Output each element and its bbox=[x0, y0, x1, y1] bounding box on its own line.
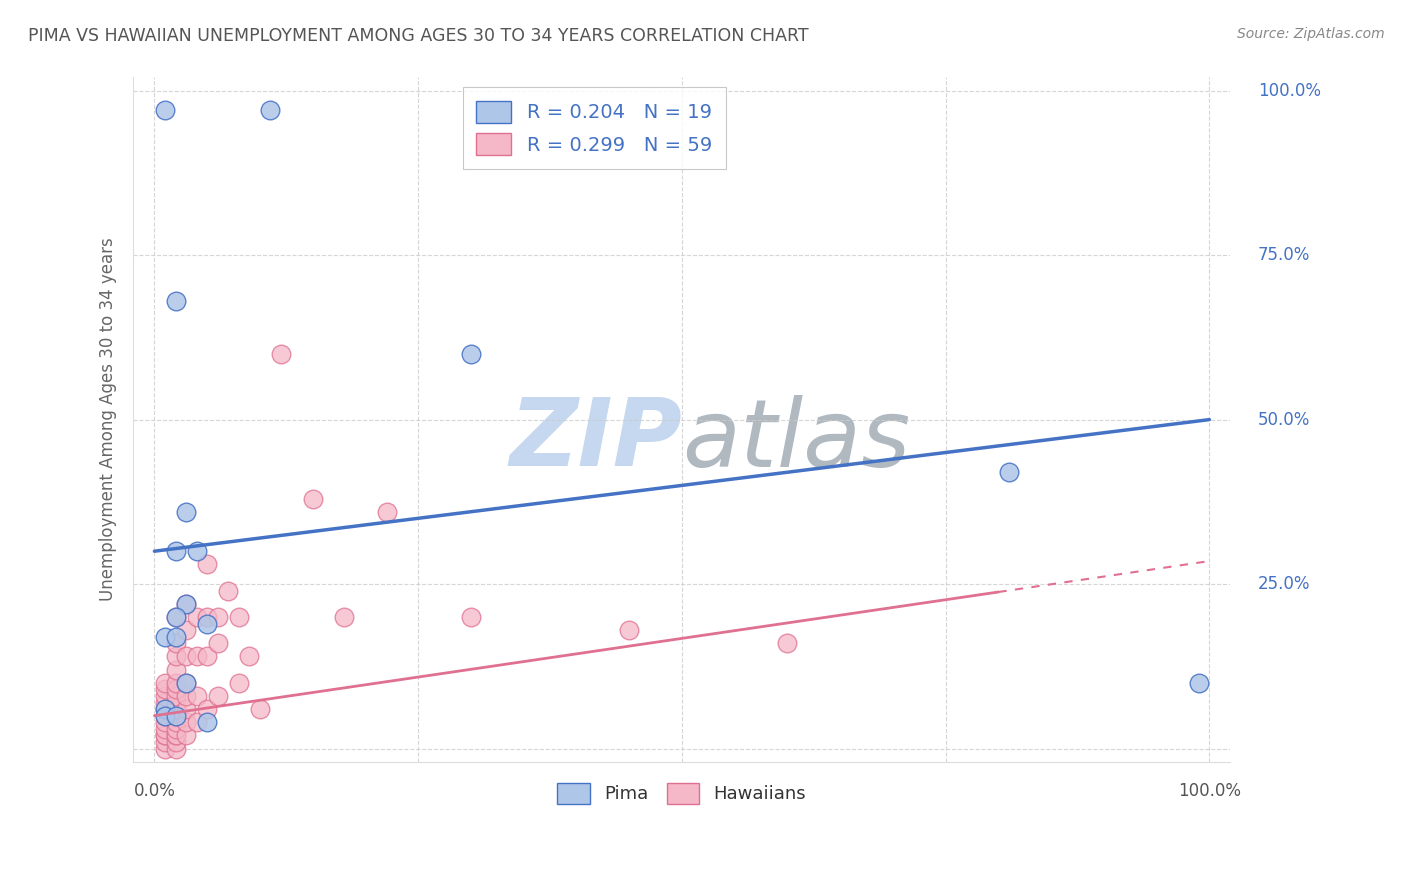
Point bbox=[174, 675, 197, 690]
Point bbox=[165, 722, 187, 736]
Point bbox=[217, 583, 239, 598]
Point bbox=[186, 689, 208, 703]
Point bbox=[165, 610, 187, 624]
Point bbox=[165, 610, 187, 624]
Point bbox=[153, 722, 176, 736]
Point bbox=[174, 597, 197, 611]
Y-axis label: Unemployment Among Ages 30 to 34 years: Unemployment Among Ages 30 to 34 years bbox=[100, 238, 117, 601]
Point bbox=[259, 103, 281, 118]
Point bbox=[153, 682, 176, 697]
Point bbox=[153, 715, 176, 730]
Point bbox=[165, 702, 187, 716]
Point bbox=[195, 649, 218, 664]
Point bbox=[186, 649, 208, 664]
Point bbox=[195, 610, 218, 624]
Text: atlas: atlas bbox=[682, 394, 910, 485]
Point bbox=[153, 735, 176, 749]
Point bbox=[174, 702, 197, 716]
Point bbox=[460, 610, 482, 624]
Point bbox=[207, 610, 229, 624]
Point bbox=[165, 294, 187, 309]
Text: 75.0%: 75.0% bbox=[1258, 246, 1310, 264]
Point bbox=[174, 597, 197, 611]
Point bbox=[270, 347, 292, 361]
Point bbox=[375, 505, 398, 519]
Point bbox=[195, 558, 218, 572]
Text: PIMA VS HAWAIIAN UNEMPLOYMENT AMONG AGES 30 TO 34 YEARS CORRELATION CHART: PIMA VS HAWAIIAN UNEMPLOYMENT AMONG AGES… bbox=[28, 27, 808, 45]
Point bbox=[153, 702, 176, 716]
Point bbox=[998, 465, 1021, 479]
Point bbox=[165, 649, 187, 664]
Point bbox=[165, 675, 187, 690]
Point bbox=[228, 675, 250, 690]
Point bbox=[165, 636, 187, 650]
Point bbox=[460, 347, 482, 361]
Text: 25.0%: 25.0% bbox=[1258, 575, 1310, 593]
Point bbox=[165, 544, 187, 558]
Point bbox=[153, 630, 176, 644]
Point bbox=[228, 610, 250, 624]
Point bbox=[333, 610, 356, 624]
Point bbox=[195, 616, 218, 631]
Point bbox=[617, 623, 640, 637]
Point bbox=[249, 702, 271, 716]
Point bbox=[153, 696, 176, 710]
Text: 100.0%: 100.0% bbox=[1178, 782, 1241, 800]
Point bbox=[153, 741, 176, 756]
Point bbox=[238, 649, 260, 664]
Point bbox=[165, 735, 187, 749]
Point bbox=[153, 728, 176, 742]
Point bbox=[165, 708, 187, 723]
Point bbox=[165, 728, 187, 742]
Point bbox=[153, 702, 176, 716]
Point bbox=[165, 708, 187, 723]
Point bbox=[174, 715, 197, 730]
Point bbox=[153, 708, 176, 723]
Point bbox=[1188, 675, 1211, 690]
Point bbox=[776, 636, 799, 650]
Point bbox=[186, 544, 208, 558]
Text: 50.0%: 50.0% bbox=[1258, 410, 1310, 429]
Point bbox=[186, 610, 208, 624]
Text: 100.0%: 100.0% bbox=[1258, 81, 1320, 100]
Point bbox=[207, 689, 229, 703]
Point bbox=[186, 715, 208, 730]
Point bbox=[165, 715, 187, 730]
Point bbox=[195, 702, 218, 716]
Point bbox=[165, 689, 187, 703]
Point bbox=[153, 689, 176, 703]
Text: Source: ZipAtlas.com: Source: ZipAtlas.com bbox=[1237, 27, 1385, 41]
Point bbox=[165, 741, 187, 756]
Point bbox=[174, 689, 197, 703]
Point bbox=[153, 708, 176, 723]
Point bbox=[165, 663, 187, 677]
Point bbox=[165, 682, 187, 697]
Point bbox=[174, 649, 197, 664]
Point bbox=[207, 636, 229, 650]
Point bbox=[195, 715, 218, 730]
Point bbox=[153, 675, 176, 690]
Point bbox=[153, 728, 176, 742]
Point bbox=[153, 103, 176, 118]
Point bbox=[301, 491, 323, 506]
Text: ZIP: ZIP bbox=[509, 394, 682, 486]
Point bbox=[174, 623, 197, 637]
Point bbox=[165, 728, 187, 742]
Legend: Pima, Hawaiians: Pima, Hawaiians bbox=[547, 772, 817, 814]
Point bbox=[174, 728, 197, 742]
Point bbox=[174, 505, 197, 519]
Point bbox=[174, 675, 197, 690]
Point bbox=[165, 630, 187, 644]
Text: 0.0%: 0.0% bbox=[134, 782, 176, 800]
Point bbox=[165, 696, 187, 710]
